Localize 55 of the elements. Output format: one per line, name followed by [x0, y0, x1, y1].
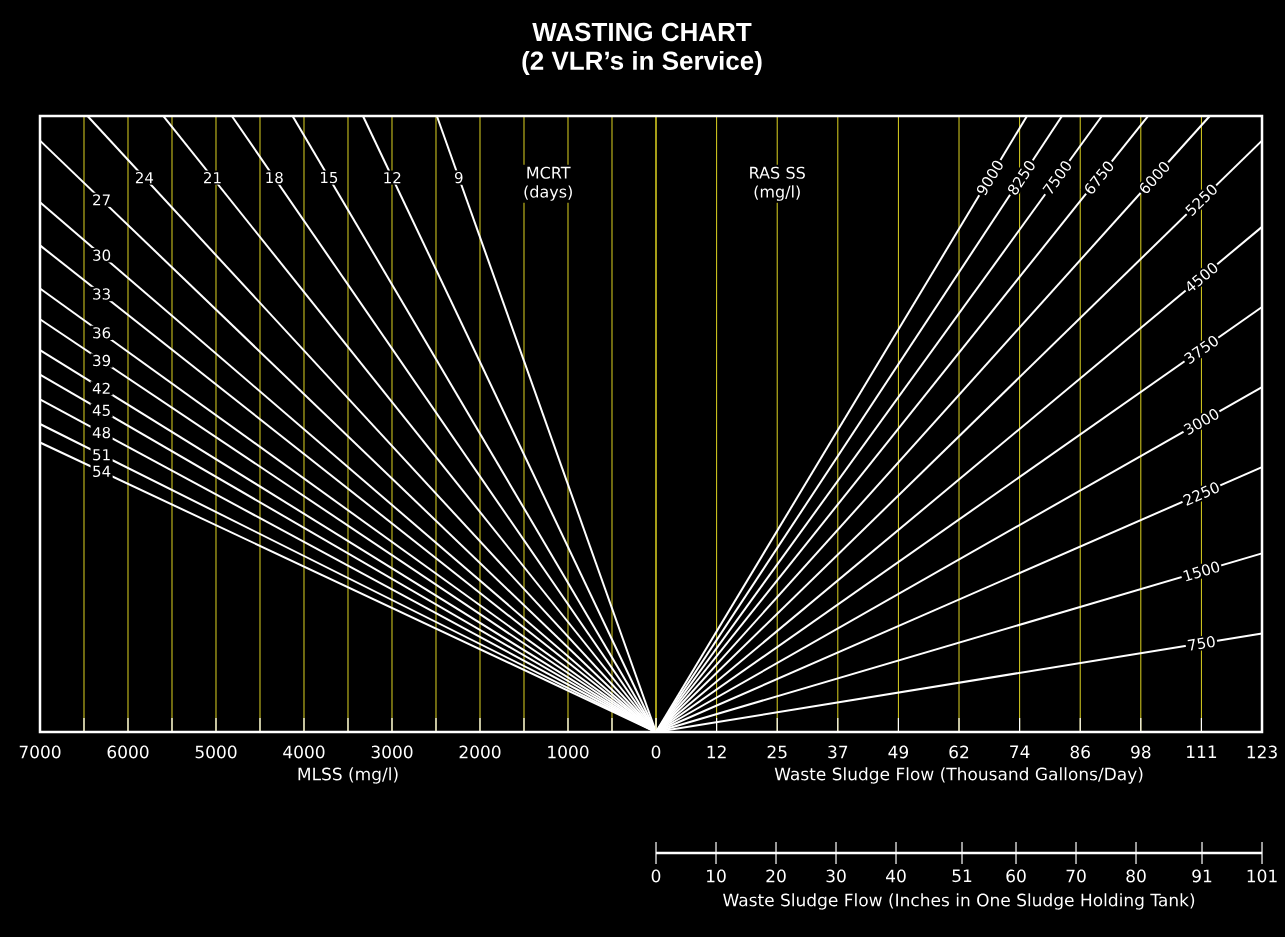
x-tick-label: 6000: [107, 745, 149, 759]
x-tick-label: 12: [707, 745, 726, 759]
text: 2250: [1183, 482, 1219, 506]
annotation: RAS SS (mg/l): [750, 166, 805, 201]
series-label: 24: [135, 172, 154, 184]
series-label: 21: [204, 172, 221, 184]
text: 1500: [1183, 561, 1220, 582]
x2-tick-label: 101: [1247, 869, 1277, 883]
x-tick-label: 0: [651, 745, 661, 759]
x2-axis-title: Waste Sludge Flow (Inches in One Sludge Holding Tank): [723, 893, 1195, 910]
x2-tick-label: 70: [1066, 869, 1086, 883]
x-tick-label: 86: [1070, 745, 1090, 759]
series-label: 51: [93, 449, 110, 461]
series-label: 12: [384, 172, 401, 184]
series-label: 39: [93, 354, 111, 367]
x-axis-title: Waste Sludge Flow (Thousand Gallons/Day): [774, 767, 1143, 784]
series-label: 30: [93, 249, 111, 261]
x-tick-label: 111: [1187, 745, 1217, 758]
series-label: 36: [93, 327, 111, 339]
x2-tick-label: 51: [952, 869, 972, 883]
x2-tick-label: 40: [886, 869, 906, 883]
x-tick-label: 123: [1247, 745, 1277, 759]
chart-title: WASTING CHART: [532, 22, 752, 42]
series-label: 54: [93, 465, 111, 478]
x-axis-title: MLSS (mg/l): [298, 767, 398, 784]
x-tick-label: 74: [1010, 745, 1030, 758]
series-label: 18: [266, 171, 283, 184]
x2-tick-label: 91: [1192, 869, 1212, 883]
x-tick-label: 25: [767, 745, 787, 759]
x-tick-label: 5000: [195, 745, 237, 759]
chart-subtitle: (2 VLR’s in Service): [522, 50, 762, 76]
series-label: 9: [454, 171, 463, 184]
series-label: 15: [321, 172, 338, 184]
series-label: 33: [93, 288, 110, 300]
x-tick-label: 98: [1131, 745, 1151, 759]
text: 750: [1187, 636, 1215, 651]
series-label: 27: [93, 194, 110, 206]
x-tick-label: 7000: [19, 745, 61, 759]
x2-tick-label: 60: [1006, 869, 1026, 883]
x-tick-label: 3000: [371, 745, 413, 759]
x-tick-label: 37: [828, 745, 848, 759]
x-tick-label: 4000: [283, 745, 325, 759]
x-tick-label: 49: [888, 745, 909, 759]
series-label: 42: [92, 382, 110, 394]
x-tick-label: 1000: [548, 745, 589, 759]
x-tick-label: 2000: [459, 745, 501, 759]
x2-tick-label: 30: [826, 869, 846, 883]
series-label: 45: [92, 404, 110, 417]
x2-tick-label: 20: [766, 869, 786, 883]
x-tick-label: 62: [949, 745, 969, 759]
series-label: 48: [92, 426, 111, 439]
x2-tick-label: 0: [651, 869, 661, 883]
x2-tick-label: 80: [1126, 869, 1146, 883]
annotation: MCRT (days): [524, 166, 572, 201]
x2-tick-label: 10: [707, 869, 726, 883]
